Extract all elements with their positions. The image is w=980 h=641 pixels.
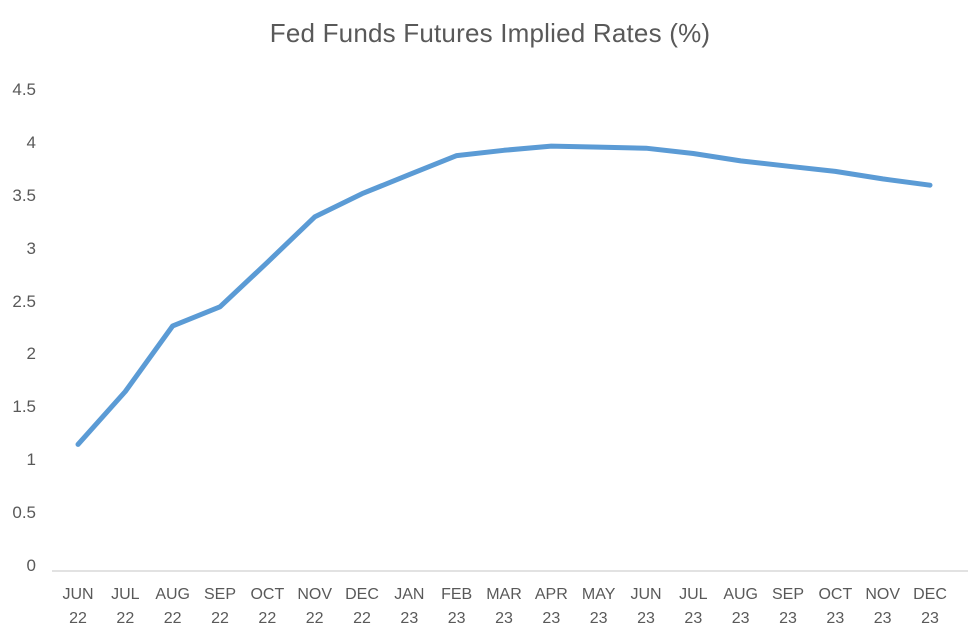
x-tick-label: DEC 23 bbox=[906, 583, 954, 631]
x-tick-year: 23 bbox=[400, 610, 419, 627]
x-tick-label: MAY 23 bbox=[575, 583, 623, 631]
x-tick-year: 22 bbox=[305, 610, 324, 627]
y-tick-label: 2.5 bbox=[12, 291, 36, 311]
series-line bbox=[75, 143, 933, 447]
x-tick-year: 23 bbox=[873, 610, 892, 627]
x-tick-year: 23 bbox=[921, 610, 939, 627]
x-tick-year: 23 bbox=[637, 610, 655, 627]
x-tick-year: 22 bbox=[69, 610, 87, 627]
x-tick-month: JAN bbox=[394, 586, 425, 603]
x-tick-year: 23 bbox=[684, 610, 703, 627]
y-tick-label: 0.5 bbox=[12, 503, 36, 523]
x-tick-year: 23 bbox=[495, 610, 513, 627]
x-tick-year: 22 bbox=[211, 610, 229, 627]
x-tick-month: MAY bbox=[581, 586, 616, 603]
x-tick-label: NOV 23 bbox=[859, 583, 907, 631]
x-tick-label: AUG 22 bbox=[149, 583, 197, 631]
x-tick-month: NOV bbox=[865, 586, 900, 603]
x-tick-year: 23 bbox=[589, 610, 608, 627]
x-tick-month: SEP bbox=[771, 586, 804, 603]
y-tick-label: 4.5 bbox=[12, 80, 36, 99]
x-tick-year: 22 bbox=[258, 610, 277, 627]
chart-title: Fed Funds Futures Implied Rates (%) bbox=[269, 18, 711, 48]
x-tick-month: SEP bbox=[203, 586, 236, 603]
x-tick-month: FEB bbox=[441, 586, 473, 603]
x-tick-label: FEB 23 bbox=[433, 583, 481, 631]
x-tick-label: MAR 23 bbox=[480, 583, 528, 631]
y-tick-label: 3.5 bbox=[12, 185, 36, 205]
y-tick-label: 1.5 bbox=[12, 397, 36, 417]
x-tick-month: NOV bbox=[297, 586, 332, 603]
x-tick-month: JUN bbox=[62, 586, 94, 603]
x-tick-year: 23 bbox=[447, 610, 466, 627]
x-tick-month: AUG bbox=[723, 586, 758, 603]
x-tick-year: 23 bbox=[826, 610, 845, 627]
x-tick-year: 22 bbox=[116, 610, 135, 627]
x-tick-label: JUN 22 bbox=[54, 583, 102, 631]
x-tick-label: JUN 23 bbox=[622, 583, 670, 631]
x-tick-label: JUL 23 bbox=[669, 583, 717, 631]
x-tick-label: OCT 23 bbox=[811, 583, 859, 631]
x-tick-label: NOV 22 bbox=[291, 583, 339, 631]
y-tick-label: 2 bbox=[26, 344, 36, 364]
x-tick-month: AUG bbox=[155, 586, 190, 603]
x-tick-month: MAR bbox=[486, 586, 522, 603]
x-tick-label: SEP 23 bbox=[764, 583, 812, 631]
x-tick-month: APR bbox=[534, 586, 568, 603]
y-tick-label: 3 bbox=[26, 238, 36, 258]
x-tick-label: APR 23 bbox=[527, 583, 575, 631]
x-tick-year: 23 bbox=[542, 610, 561, 627]
x-tick-month: OCT bbox=[818, 586, 853, 603]
x-tick-label: DEC 22 bbox=[338, 583, 386, 631]
x-tick-month: JUL bbox=[111, 586, 140, 603]
x-tick-year: 23 bbox=[731, 610, 750, 627]
x-tick-label: AUG 23 bbox=[717, 583, 765, 631]
x-tick-year: 22 bbox=[163, 610, 182, 627]
y-tick-label: 1 bbox=[26, 450, 36, 470]
x-tick-month: DEC bbox=[345, 586, 379, 603]
x-tick-year: 23 bbox=[779, 610, 797, 627]
x-tick-label: JUL 22 bbox=[101, 583, 149, 631]
x-tick-label: JAN 23 bbox=[385, 583, 433, 631]
x-tick-month: JUN bbox=[630, 586, 662, 603]
y-tick-label: 0 bbox=[26, 556, 36, 575]
x-tick-month: JUL bbox=[679, 586, 708, 603]
x-tick-month: DEC bbox=[913, 586, 947, 603]
x-tick-label: OCT 22 bbox=[243, 583, 291, 631]
x-tick-label: SEP 22 bbox=[196, 583, 244, 631]
y-tick-label: 4 bbox=[26, 132, 36, 152]
x-tick-month: OCT bbox=[250, 586, 285, 603]
x-tick-year: 22 bbox=[353, 610, 371, 627]
